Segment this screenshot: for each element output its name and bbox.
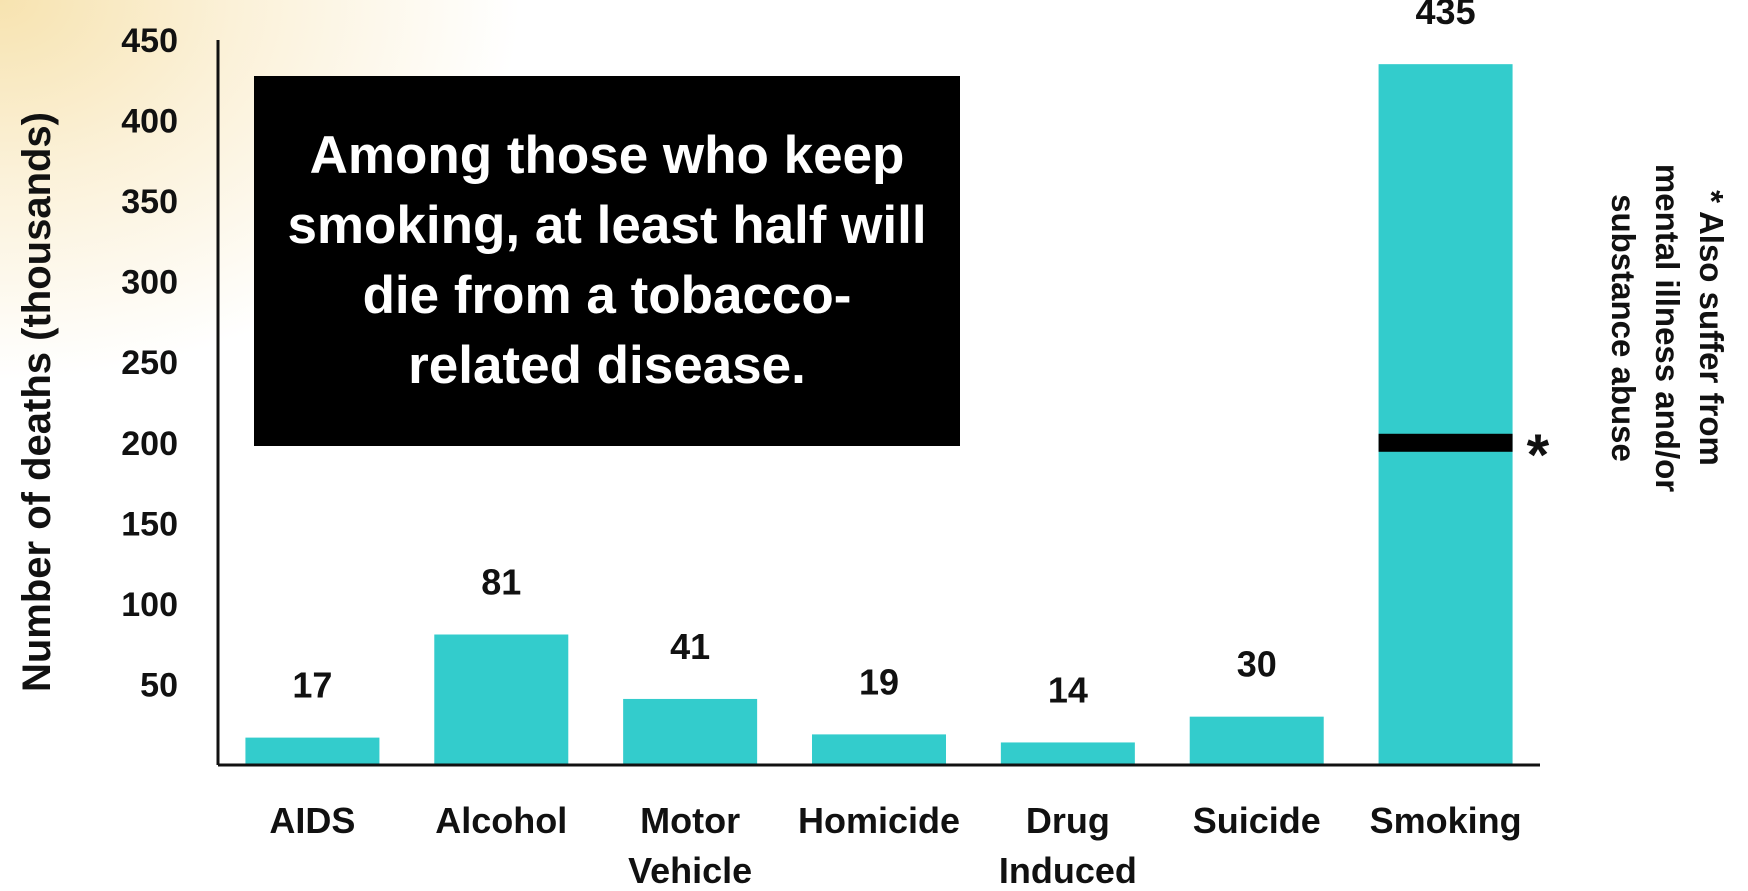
bar (1378, 64, 1513, 765)
y-tick-label: 350 (121, 183, 178, 221)
bar (1000, 742, 1135, 765)
bars (245, 64, 1513, 765)
category-label: Homicide (798, 800, 960, 841)
marker-asterisk: * (1527, 423, 1550, 488)
data-label: 81 (481, 562, 521, 603)
category-label: Induced (999, 850, 1137, 891)
category-label: Suicide (1193, 800, 1321, 841)
data-label: 30 (1237, 644, 1277, 685)
y-tick-label: 450 (121, 22, 178, 60)
footnote-line: * Also suffer from (1693, 190, 1730, 466)
category-label: Alcohol (435, 800, 567, 841)
data-label: 435 (1416, 0, 1476, 32)
y-tick-label: 250 (121, 344, 178, 382)
bar (812, 734, 946, 765)
data-labels: 17 81 41 19 14 30 435 (292, 0, 1475, 710)
y-tick-label: 400 (121, 103, 178, 141)
y-tick-label: 300 (121, 264, 178, 302)
category-label: AIDS (269, 800, 355, 841)
y-tick-label: 100 (121, 586, 178, 624)
marker-line (1378, 433, 1513, 452)
y-tick-label: 150 (121, 505, 178, 543)
category-label: Drug (1026, 800, 1110, 841)
callout-box: Among those who keep smoking, at least h… (254, 76, 960, 446)
data-label: 19 (859, 661, 899, 702)
footnote-line: mental illness and/or (1649, 164, 1686, 492)
footnote-line: substance abuse (1605, 194, 1642, 462)
bar (245, 737, 380, 765)
y-axis-ticks: 0 50 100 150 200 250 300 350 400 450 (121, 22, 178, 785)
bar (434, 634, 569, 765)
y-tick-label: 50 (140, 666, 178, 704)
y-axis-label: Number of deaths (thousands) (15, 112, 59, 692)
category-label: Vehicle (628, 850, 752, 891)
category-labels: AIDS Alcohol Motor Vehicle Homicide Drug Induc… (269, 800, 1521, 891)
bar (1189, 716, 1324, 765)
smoking-marker: * (1378, 423, 1550, 488)
data-label: 17 (292, 665, 332, 706)
y-tick-label: 200 (121, 425, 178, 463)
category-label: Smoking (1370, 800, 1522, 841)
data-label: 41 (670, 626, 710, 667)
data-label: 14 (1048, 669, 1088, 710)
bar (623, 698, 758, 765)
category-label: Motor (640, 800, 740, 841)
y-tick-label: 0 (159, 747, 178, 785)
